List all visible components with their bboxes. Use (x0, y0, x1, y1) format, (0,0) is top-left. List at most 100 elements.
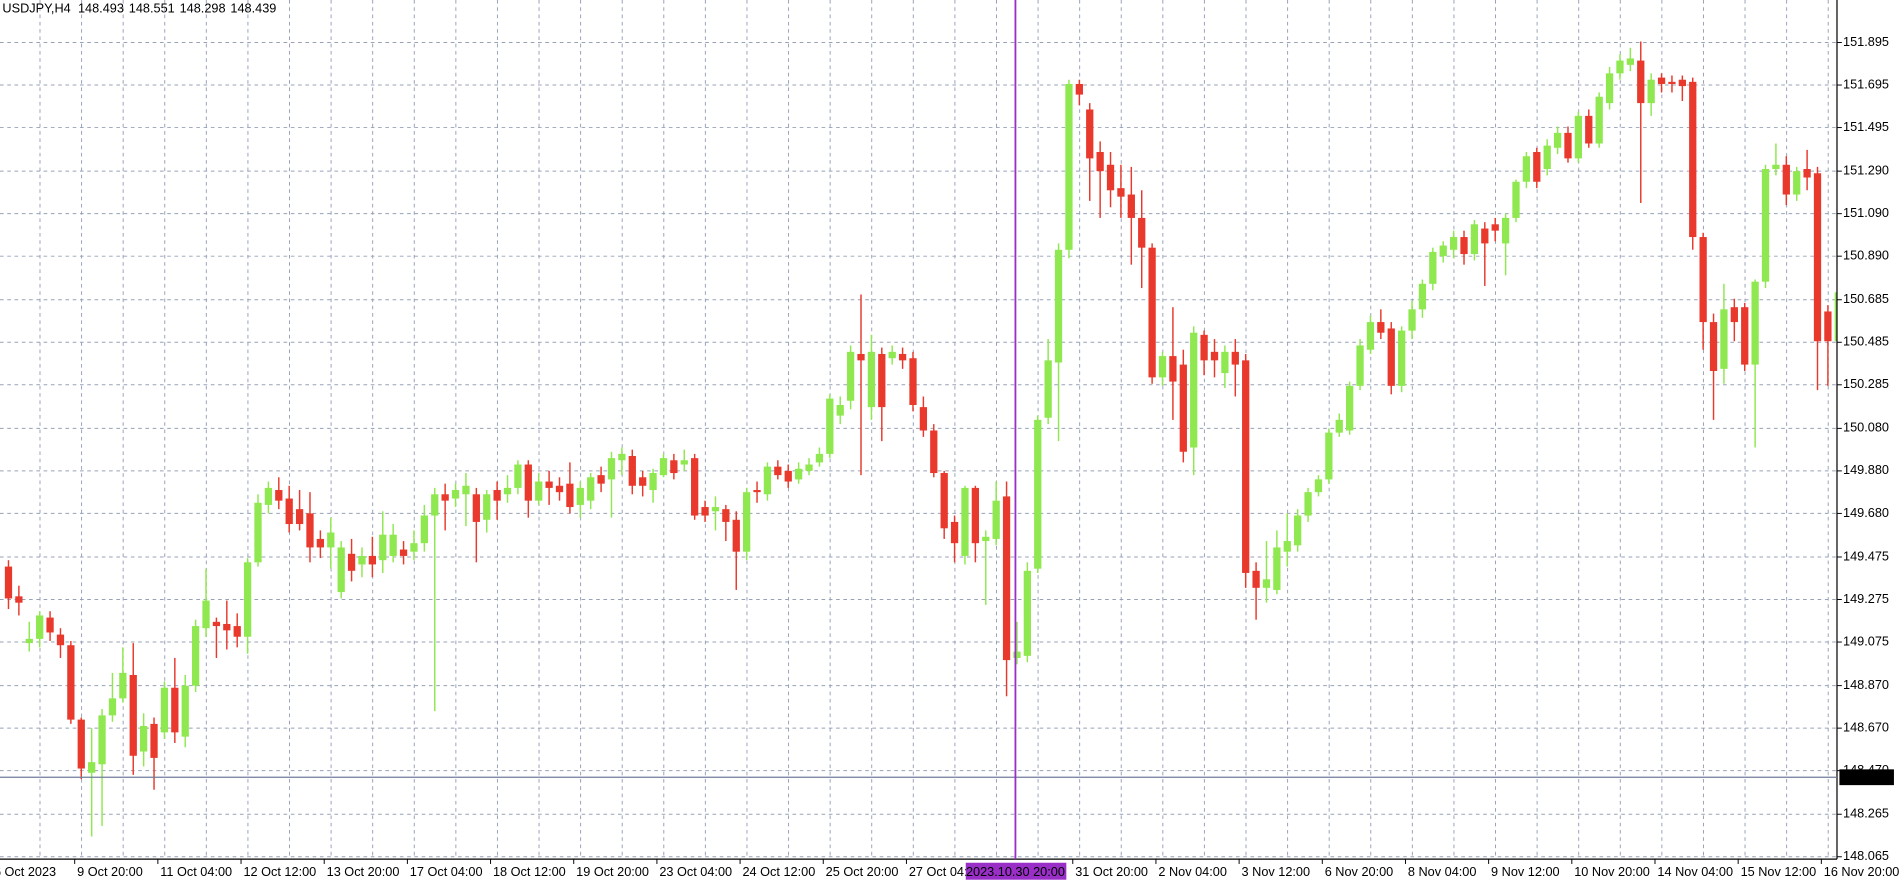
x-tick-label: 15 Nov 12:00 (1741, 864, 1817, 879)
candle-body (202, 600, 210, 629)
candle-body (1065, 83, 1073, 250)
candle-body (1377, 322, 1385, 333)
candle-body (1075, 83, 1083, 95)
candle-body (36, 615, 44, 639)
candle-body (451, 490, 460, 499)
header-low: 148.298 (180, 1, 226, 16)
candle-body (1647, 79, 1655, 104)
y-tick-label: 151.090 (1843, 205, 1889, 220)
candle-body (1283, 541, 1291, 552)
candle-body (826, 398, 834, 454)
candle-body (805, 464, 813, 471)
candle-body (1501, 217, 1510, 244)
header-close: 148.439 (230, 1, 276, 16)
candle-body (1169, 356, 1177, 382)
candle-body (483, 494, 491, 520)
candle-body (763, 466, 772, 495)
candle-body (1585, 115, 1593, 144)
candle-body (1346, 385, 1354, 431)
x-tick-label: 13 Oct 20:00 (327, 864, 400, 879)
candle-body (67, 645, 75, 720)
candle-body (1366, 322, 1375, 350)
candle-body (1210, 351, 1219, 361)
candle-body (1720, 309, 1728, 369)
candle-body (909, 358, 917, 405)
candle-body (243, 562, 252, 637)
y-tick-label: 151.695 (1843, 76, 1889, 91)
candle-body (1793, 171, 1801, 195)
candle-body (1096, 152, 1104, 172)
x-tick-label: 25 Oct 20:00 (826, 864, 899, 879)
header-open: 148.493 (78, 1, 124, 16)
candle-body (56, 634, 65, 646)
candle-body (618, 453, 626, 461)
candle-body (1803, 169, 1811, 178)
candle-body (888, 351, 896, 359)
candle-body (254, 502, 262, 563)
x-tick-label: 27 Oct 04:00 (909, 864, 982, 879)
candle-body (1273, 547, 1281, 590)
candle-body (1741, 307, 1749, 365)
candle-body (774, 466, 782, 476)
symbol: USDJPY,H4 (2, 1, 70, 16)
candle-body (77, 719, 85, 769)
candle-body (88, 762, 96, 773)
candle-body (545, 481, 553, 488)
candle-body (846, 351, 855, 401)
candle-body (1262, 579, 1271, 588)
candle-body (1325, 432, 1333, 480)
crosshair-label-box (965, 862, 1067, 880)
candle-body (961, 487, 969, 556)
x-tick-label: 11 Oct 04:00 (160, 864, 232, 879)
candle-body (1106, 164, 1115, 191)
candle-body (1429, 251, 1437, 284)
candle-body (815, 453, 824, 463)
price-label-box (1839, 769, 1894, 786)
candle-body (1553, 132, 1562, 148)
candle-body (566, 483, 574, 508)
candle-body (1294, 515, 1302, 546)
candle-body (628, 456, 636, 486)
candle-body (1117, 188, 1125, 197)
candle-body (1221, 351, 1229, 374)
y-tick-label: 149.880 (1843, 462, 1889, 477)
candle-body (316, 538, 325, 548)
x-tick-label: 10 Nov 20:00 (1574, 864, 1650, 879)
candle-body (1605, 73, 1614, 104)
candle-body (1595, 96, 1603, 144)
candle-body (670, 460, 678, 474)
x-tick-label: 12 Oct 12:00 (243, 864, 316, 879)
candle-body (337, 547, 345, 593)
candle-body (1761, 169, 1770, 282)
x-tick-label: 23 Oct 04:00 (659, 864, 732, 879)
candle-body (1522, 156, 1531, 182)
candle-body (1158, 356, 1167, 378)
candle-body (639, 477, 647, 486)
candle-body (576, 487, 584, 505)
candles (4, 41, 1837, 837)
candle-body (108, 698, 117, 716)
candle-body (1657, 77, 1666, 84)
y-tick-label: 150.485 (1843, 334, 1889, 349)
candle-body (784, 470, 792, 482)
candle-body (587, 477, 595, 501)
candle-body (1335, 419, 1343, 433)
candle-body (898, 353, 907, 361)
x-tick-label: 24 Oct 12:00 (743, 864, 816, 879)
candle-body (1148, 247, 1156, 378)
x-tick-label: 18 Oct 12:00 (493, 864, 566, 879)
crosshair-label: 2023.10.30 20:00 (966, 864, 1065, 879)
x-tick-label: 19 Oct 20:00 (576, 864, 649, 879)
candle-body (15, 596, 23, 603)
candle-body (1054, 249, 1063, 363)
candle-body (691, 458, 699, 516)
candle-body (1709, 322, 1718, 371)
y-tick-label: 148.065 (1843, 848, 1889, 863)
candle-body (1626, 58, 1634, 65)
candle-body (1314, 479, 1323, 493)
candle-body (1834, 292, 1837, 342)
candle-body (472, 494, 480, 522)
candle-body (1179, 364, 1187, 452)
x-tick-label: 16 Nov 20:00 (1824, 864, 1900, 879)
